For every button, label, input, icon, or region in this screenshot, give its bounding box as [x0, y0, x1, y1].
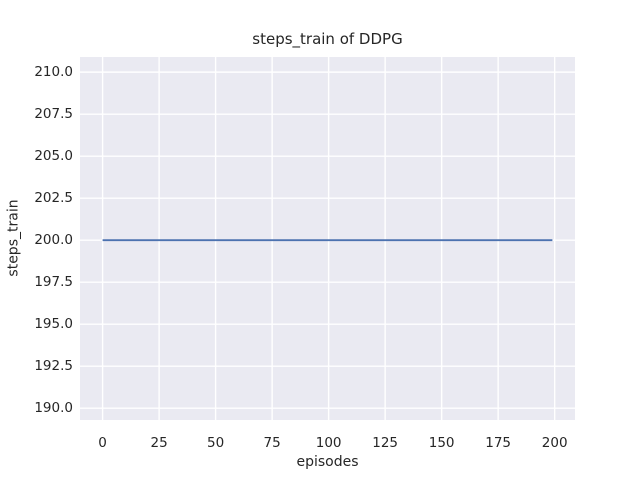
y-tick-label: 195.0: [34, 316, 73, 333]
plot-area: [80, 57, 575, 420]
y-tick-label: 202.5: [34, 190, 73, 207]
chart-title: steps_train of DDPG: [252, 30, 403, 48]
x-tick-label: 0: [98, 435, 107, 451]
y-tick-label: 190.0: [34, 400, 73, 417]
x-tick-label: 100: [315, 435, 342, 451]
y-tick-label: 197.5: [34, 274, 73, 291]
y-tick-label: 207.5: [34, 106, 73, 123]
y-tick-label: 192.5: [34, 358, 73, 375]
x-tick-label: 200: [541, 435, 568, 451]
y-tick-label: 205.0: [34, 148, 73, 165]
y-tick-label: 210.0: [34, 64, 73, 81]
y-tick-label: 200.0: [34, 232, 73, 249]
x-axis-label: episodes: [296, 454, 359, 470]
x-tick-label: 75: [263, 435, 281, 451]
x-tick-label: 150: [428, 435, 455, 451]
x-tick-label: 50: [207, 435, 225, 451]
x-tick-label: 125: [372, 435, 399, 451]
plot-background: [80, 57, 575, 420]
x-tick-label: 25: [150, 435, 168, 451]
y-axis-label: steps_train: [5, 199, 22, 277]
x-tick-label: 175: [485, 435, 512, 451]
plot-canvas: [80, 57, 575, 420]
